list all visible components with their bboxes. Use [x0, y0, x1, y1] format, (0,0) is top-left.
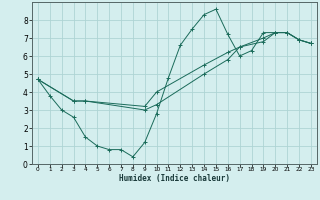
- X-axis label: Humidex (Indice chaleur): Humidex (Indice chaleur): [119, 174, 230, 183]
